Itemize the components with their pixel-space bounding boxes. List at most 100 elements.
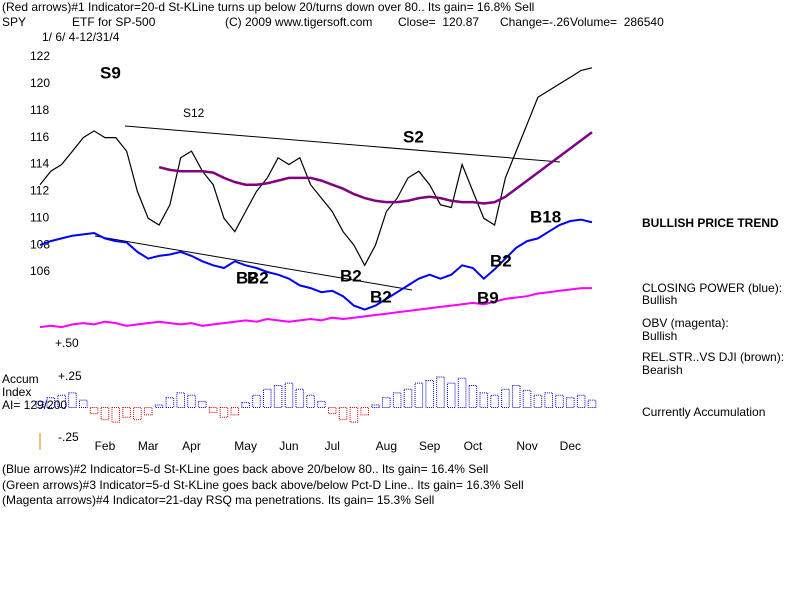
trend-line (124, 125, 561, 163)
y-tick-label: 110 (30, 210, 49, 224)
x-tick-label: Aug (376, 439, 397, 453)
accum-bar (122, 407, 131, 418)
accum-bar (230, 407, 240, 416)
description: ETF for SP-500 (72, 15, 156, 29)
annotation: S9 (100, 63, 121, 82)
accum-bar (511, 385, 521, 409)
accum-bar (457, 377, 467, 409)
accum-bar (46, 397, 56, 408)
accum-bar (306, 394, 315, 408)
annotation: S12 (183, 106, 205, 120)
y-tick-label: +.25 (58, 369, 82, 383)
header-line: (Red arrows)#1 Indicator=20-d St-KLine t… (2, 0, 534, 14)
sidebar-note: OBV (magenta): (642, 316, 729, 330)
series-line (158, 131, 593, 205)
x-tick-label: Mar (138, 439, 159, 453)
sidebar-note: Currently Accumulation (642, 405, 765, 419)
sidebar-note: Bearish (642, 363, 683, 377)
sidebar-note: Bullish (642, 329, 677, 343)
y-tick-label: 114 (30, 157, 49, 171)
annotation: B9 (477, 288, 499, 307)
trend-line (94, 235, 413, 291)
accum-bar (533, 394, 543, 408)
footer-line: (Blue arrows)#2 Indicator=5-d St-KLine g… (2, 462, 488, 476)
accum-bar (436, 376, 445, 408)
annotation: B18 (530, 207, 561, 226)
symbol: SPY (2, 15, 26, 29)
y-tick-label: 112 (30, 184, 49, 198)
sidebar-note: REL.STR..VS DJI (brown): (642, 350, 784, 364)
x-tick-label: Jun (279, 439, 298, 453)
sidebar-note: Bullish (642, 293, 677, 307)
x-tick-label: Dec (560, 439, 581, 453)
accum-bar (252, 394, 261, 408)
date-range: 1/ 6/ 4-12/31/4 (42, 30, 120, 44)
accum-bar (143, 407, 153, 416)
y-tick-label: 116 (30, 130, 49, 144)
footer-line: (Magenta arrows)#4 Indicator=21-day RSQ … (2, 493, 434, 507)
accum-bar (35, 400, 45, 408)
accum-bar (392, 392, 402, 408)
y-tick-label: 122 (30, 49, 50, 63)
footer-line: (Green arrows)#3 Indicator=5-d St-KLine … (2, 478, 524, 492)
annotation: B2 (340, 266, 362, 285)
annotation: B2 (247, 268, 269, 287)
x-tick-label: Sep (419, 439, 441, 453)
x-tick-label: May (234, 439, 257, 453)
y-tick-label: 118 (30, 103, 49, 117)
accum-bar (176, 392, 185, 408)
accum-bar (566, 397, 575, 408)
accum-bar (382, 397, 391, 408)
copyright: (C) 2009 www.tigersoft.com (225, 15, 372, 29)
x-tick-label: Jul (325, 439, 340, 453)
accum-bar (371, 404, 380, 408)
accum-bar (576, 394, 586, 408)
accum-bar (414, 382, 424, 409)
accum-bar (273, 385, 283, 409)
annotation: S2 (403, 127, 424, 146)
sidebar-note: BULLISH PRICE TREND (642, 216, 779, 230)
panel-note: +.50 (55, 336, 79, 350)
accum-bar (349, 407, 359, 423)
change: Change=-.26 (500, 15, 570, 29)
accum-bar (165, 397, 175, 408)
accum-bar (241, 402, 250, 408)
annotation: B2 (236, 268, 258, 287)
accum-bar (133, 407, 142, 421)
accum-bar (154, 404, 164, 408)
accum-bar (317, 400, 326, 408)
x-tick-label: Feb (95, 439, 116, 453)
accum-bar (338, 407, 348, 421)
accum-bar (555, 394, 564, 408)
accum-bar (208, 407, 218, 413)
series-line (39, 218, 593, 311)
accum-bar (100, 407, 110, 421)
x-tick-label: Nov (516, 439, 537, 453)
volume: Volume= 286540 (570, 15, 664, 29)
x-tick-label: Apr (182, 439, 201, 453)
accum-bar (219, 407, 229, 418)
accum-bar (360, 407, 369, 416)
series-line (39, 67, 593, 267)
accum-bar (468, 385, 478, 409)
x-tick-label: Oct (464, 439, 483, 453)
accum-bar (447, 382, 456, 409)
accum-bar (198, 400, 207, 408)
accum-bar (68, 392, 77, 408)
accum-bar (89, 407, 99, 415)
panel-title: AI= 129/200 (2, 398, 67, 412)
sidebar-note: CLOSING POWER (blue): (642, 281, 782, 295)
accum-bar (490, 394, 499, 408)
accum-bar (479, 392, 489, 408)
accum-bar (187, 394, 196, 408)
accum-bar (544, 392, 553, 408)
series-line (39, 287, 592, 329)
panel-title: Index (2, 385, 31, 399)
y-tick-label: 120 (30, 76, 50, 90)
accum-bar (327, 407, 337, 415)
panel-title: Accum (2, 372, 39, 386)
annotation: B2 (370, 287, 392, 306)
accum-bar (295, 388, 305, 409)
accum-bar (263, 388, 272, 409)
